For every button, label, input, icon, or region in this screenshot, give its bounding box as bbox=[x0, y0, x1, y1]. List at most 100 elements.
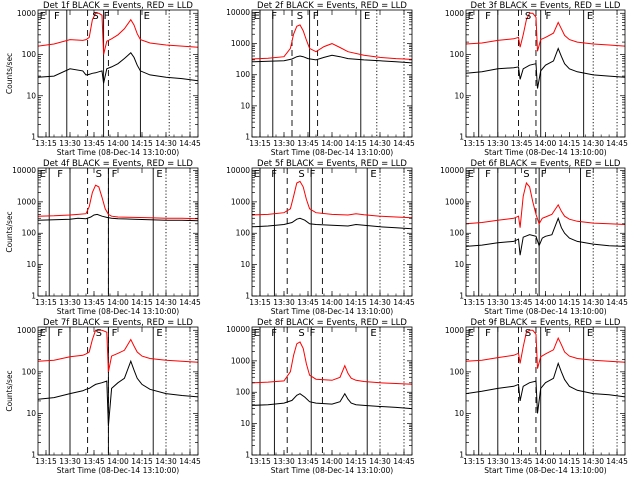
x-tick-label: 14:30 bbox=[155, 457, 177, 466]
series-line-red bbox=[252, 24, 412, 60]
y-tick-label: 1000 bbox=[445, 9, 464, 18]
panel-9: Det 9f BLACK = Events, RED = LLD 1 10 100 10… bbox=[445, 318, 628, 475]
marker-label-e: E bbox=[40, 11, 46, 22]
x-tick-label: 14:00 bbox=[321, 457, 343, 466]
marker-label-f: F bbox=[271, 328, 277, 339]
x-tick-label: 14:15 bbox=[345, 457, 367, 466]
x-axis-label: Start Time (08-Dec-14 13:10:00) bbox=[57, 307, 179, 316]
marker-label-e: E bbox=[468, 11, 474, 22]
x-tick-label: 13:30 bbox=[487, 139, 509, 148]
marker-label-e: E bbox=[144, 11, 150, 22]
marker-label-f: F bbox=[271, 11, 277, 22]
y-tick-label: 10000 bbox=[12, 166, 36, 175]
marker-label-f: F bbox=[57, 328, 63, 339]
x-tick-label: 13:45 bbox=[297, 298, 319, 307]
marker-label-f: F bbox=[112, 169, 118, 180]
series-line-red bbox=[38, 184, 198, 220]
y-tick-label: 10 bbox=[454, 409, 464, 418]
x-axis-label: Start Time (08-Dec-14 13:10:00) bbox=[484, 148, 606, 157]
marker-label-e: E bbox=[585, 169, 591, 180]
chart-title: Det 1f BLACK = Events, RED = LLD bbox=[43, 1, 193, 11]
x-tick-label: 14:00 bbox=[107, 139, 129, 148]
x-tick-label: 13:30 bbox=[487, 298, 509, 307]
x-tick-label: 14:15 bbox=[559, 139, 581, 148]
marker-label-f: F bbox=[57, 169, 63, 180]
x-tick-label: 13:15 bbox=[463, 298, 485, 307]
chart-title: Det 8f BLACK = Events, RED = LLD bbox=[257, 318, 407, 328]
marker-label-s: S bbox=[92, 11, 98, 22]
x-tick-label: 14:15 bbox=[131, 139, 153, 148]
x-tick-label: 14:00 bbox=[535, 298, 557, 307]
x-tick-label: 14:15 bbox=[345, 298, 367, 307]
marker-label-e: E bbox=[468, 328, 474, 339]
marker-label-f: F bbox=[546, 11, 552, 22]
y-axis-label: Counts/sec bbox=[5, 53, 14, 94]
x-tick-label: 14:30 bbox=[155, 298, 177, 307]
x-tick-label: 14:00 bbox=[107, 298, 129, 307]
x-tick-label: 14:30 bbox=[369, 139, 391, 148]
x-tick-label: 14:45 bbox=[393, 298, 415, 307]
x-tick-label: 13:30 bbox=[487, 457, 509, 466]
y-tick-label: 1000 bbox=[445, 197, 464, 206]
x-tick-label: 13:30 bbox=[59, 139, 81, 148]
x-axis-label: Start Time (08-Dec-14 13:10:00) bbox=[484, 466, 606, 475]
x-tick-label: 14:45 bbox=[393, 457, 415, 466]
series-line-black bbox=[466, 361, 625, 414]
x-tick-label: 13:45 bbox=[297, 457, 319, 466]
x-axis-label: Start Time (08-Dec-14 13:10:00) bbox=[484, 307, 606, 316]
x-tick-label: 13:45 bbox=[511, 298, 533, 307]
series-line-black bbox=[38, 213, 198, 222]
plot-frame bbox=[251, 326, 413, 456]
x-tick-label: 14:00 bbox=[535, 139, 557, 148]
marker-label-f: F bbox=[54, 11, 60, 22]
x-tick-label: 14:45 bbox=[179, 457, 201, 466]
x-tick-label: 13:45 bbox=[511, 139, 533, 148]
y-tick-label: 10 bbox=[26, 409, 36, 418]
y-tick-label: 1 bbox=[459, 451, 464, 460]
y-tick-label: 100 bbox=[22, 229, 37, 238]
marker-label-e: E bbox=[364, 11, 370, 22]
x-axis-label: Start Time (08-Dec-14 13:10:00) bbox=[271, 466, 393, 475]
marker-label-e: E bbox=[370, 169, 376, 180]
panel-8: Det 8f BLACK = Events, RED = LLD 1 10 100 10… bbox=[226, 318, 415, 475]
x-tick-label: 14:15 bbox=[559, 457, 581, 466]
marker-label-e: E bbox=[468, 169, 474, 180]
x-axis-label: Start Time (08-Dec-14 13:10:00) bbox=[57, 148, 179, 157]
marker-label-e: E bbox=[254, 169, 260, 180]
x-tick-label: 14:00 bbox=[107, 457, 129, 466]
x-tick-label: 14:30 bbox=[582, 457, 604, 466]
series-line-black bbox=[38, 359, 198, 426]
y-tick-label: 1000 bbox=[17, 197, 36, 206]
marker-label-s: S bbox=[96, 169, 102, 180]
marker-label-s: S bbox=[525, 11, 531, 22]
x-axis-label: Start Time (08-Dec-14 13:10:00) bbox=[271, 148, 393, 157]
marker-label-e: E bbox=[370, 328, 376, 339]
chart-title: Det 2f BLACK = Events, RED = LLD bbox=[257, 1, 407, 11]
panel-3: Det 3f BLACK = Events, RED = LLD 1 10 100 10… bbox=[445, 1, 628, 157]
panel-2: Det 2f BLACK = Events, RED = LLD 1 10 100 10… bbox=[226, 1, 415, 157]
y-tick-label: 1000 bbox=[231, 356, 250, 365]
series-line-black bbox=[466, 216, 625, 256]
marker-label-e: E bbox=[40, 169, 46, 180]
x-tick-label: 14:30 bbox=[369, 298, 391, 307]
x-tick-label: 14:15 bbox=[131, 457, 153, 466]
marker-label-e: E bbox=[587, 11, 593, 22]
x-tick-label: 14:45 bbox=[606, 298, 628, 307]
plot-frame bbox=[465, 326, 626, 456]
x-tick-label: 13:30 bbox=[59, 457, 81, 466]
series-line-black bbox=[252, 54, 412, 64]
x-tick-label: 13:45 bbox=[83, 457, 105, 466]
y-tick-label: 1000 bbox=[17, 326, 36, 335]
marker-label-e: E bbox=[156, 328, 162, 339]
x-tick-label: 13:15 bbox=[35, 139, 57, 148]
marker-label-s: S bbox=[525, 328, 531, 339]
x-tick-label: 13:15 bbox=[249, 139, 271, 148]
x-tick-label: 14:45 bbox=[393, 139, 415, 148]
y-tick-label: 100 bbox=[236, 388, 251, 397]
y-tick-label: 1000 bbox=[445, 326, 464, 335]
plot-frame bbox=[37, 167, 199, 297]
series-line-black bbox=[466, 47, 625, 89]
x-tick-label: 14:30 bbox=[582, 139, 604, 148]
x-tick-label: 14:30 bbox=[369, 457, 391, 466]
series-line-red bbox=[38, 329, 198, 372]
